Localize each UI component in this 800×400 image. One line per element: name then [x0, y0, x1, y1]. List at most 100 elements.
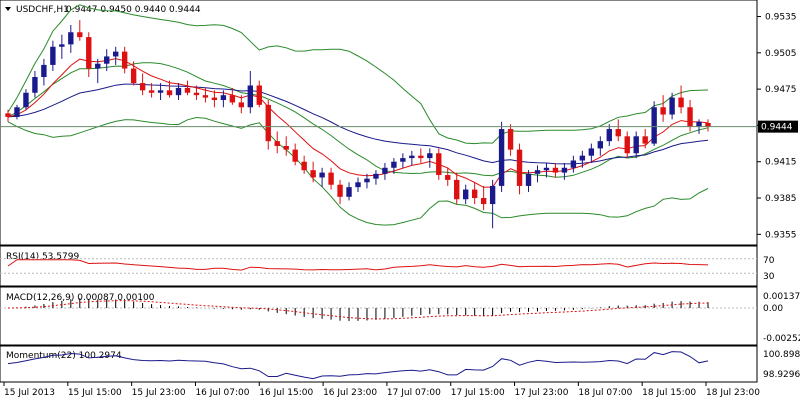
time-tick-label: 17 Jul 23:00: [515, 388, 569, 398]
bollinger-bands: [7, 4, 709, 226]
candle-body: [238, 102, 245, 108]
candle-body: [292, 149, 298, 162]
candle-body: [489, 185, 496, 205]
candle-body: [193, 92, 200, 96]
candle-body: [256, 85, 262, 105]
rsi-line: [7, 259, 709, 271]
momentum-line: [7, 351, 709, 380]
candle-body: [148, 90, 155, 93]
momentum-tick-low: 98.9296: [763, 370, 800, 380]
candle-body: [436, 153, 442, 176]
time-tick-label: 17 Jul 15:00: [451, 388, 505, 398]
candle-body: [615, 129, 621, 137]
candle-body: [454, 179, 460, 200]
triangle-down-icon[interactable]: [5, 7, 11, 11]
price-tick-label: 0.9415: [765, 158, 797, 168]
candle-body: [130, 68, 137, 84]
candle-body: [265, 104, 271, 142]
candle-body: [382, 167, 388, 174]
panel-frames: [0, 0, 758, 383]
price-tick-label: 0.9475: [765, 85, 797, 95]
candle-body: [86, 37, 92, 69]
candle-body: [157, 90, 164, 93]
candle-body: [463, 189, 469, 200]
candle-body: [104, 56, 110, 64]
candle-body: [445, 175, 451, 180]
rsi-indicator: [0, 258, 757, 274]
ohlc-label: 0.9447 0.9450 0.9440 0.9444: [66, 5, 201, 15]
time-tick-label: 15 Jul 2013: [4, 388, 55, 398]
candle-body: [418, 155, 424, 159]
time-axis: 15 Jul 2013 15 Jul 15:00 15 Jul 23:00 16 Ju…: [3, 382, 760, 398]
candle-body: [534, 170, 541, 174]
candle-body: [337, 184, 343, 197]
candle-body: [355, 182, 361, 188]
time-tick-label: 18 Jul 23:00: [706, 388, 760, 398]
candle-body: [669, 97, 675, 115]
candle-body: [283, 145, 289, 150]
candle-body: [202, 95, 209, 98]
bollinger-upper-line: [7, 4, 709, 145]
candle-body: [328, 172, 334, 185]
candle-body: [211, 97, 218, 101]
candle-body: [220, 95, 227, 101]
candle-body: [175, 87, 182, 96]
time-tick-label: 18 Jul 15:00: [642, 388, 696, 398]
candle-body: [5, 113, 11, 117]
price-tick-label: 0.9355: [765, 230, 797, 240]
macd-signal-line: [7, 300, 709, 320]
macd-tick-high: 0.00137: [763, 292, 800, 302]
candle-body: [400, 158, 406, 162]
candle-body: [319, 172, 325, 178]
candle-body: [516, 149, 523, 186]
candle-body: [373, 173, 379, 179]
candle-body: [507, 129, 514, 150]
time-tick-label: 16 Jul 07:00: [195, 388, 249, 398]
candle-body: [525, 173, 532, 186]
current-price-label: 0.9444: [761, 123, 793, 133]
rsi-label: RSI(14) 53.5799: [6, 252, 79, 262]
time-tick-label: 16 Jul 15:00: [259, 388, 313, 398]
candle-body: [274, 141, 280, 146]
candle-body: [41, 64, 47, 78]
candle-body: [687, 107, 693, 127]
symbol-label: USDCHF,H1: [16, 5, 69, 15]
macd-label: MACD(12,26,9) 0.00087 0.00100: [6, 293, 155, 303]
price-tick-label: 0.9535: [765, 13, 797, 23]
candle-body: [23, 92, 29, 108]
candle-body: [301, 161, 307, 171]
candle-body: [570, 160, 577, 168]
candle-body: [498, 129, 505, 186]
candle-body: [606, 129, 612, 142]
candle-body: [543, 167, 550, 171]
candle-body: [660, 107, 666, 115]
current-price-line: 0.9444: [0, 120, 798, 133]
candle-body: [696, 121, 702, 127]
candle-body: [139, 83, 146, 91]
candle-body: [59, 44, 65, 47]
candle-body: [229, 95, 236, 103]
time-tick-label: 15 Jul 23:00: [132, 388, 186, 398]
candle-body: [471, 189, 478, 199]
candle-body: [68, 32, 74, 45]
macd-tick-zero: 0.00: [763, 304, 783, 314]
candle-body: [705, 123, 711, 127]
candle-body: [247, 85, 253, 108]
candle-body: [561, 167, 568, 173]
rsi-level-70: 70: [763, 256, 775, 266]
candlestick-series: [5, 20, 711, 229]
candle-body: [95, 63, 101, 69]
candle-body: [597, 141, 603, 149]
candle-body: [642, 136, 648, 144]
time-tick-label: 17 Jul 07:00: [387, 388, 441, 398]
candle-body: [678, 97, 684, 108]
candle-body: [50, 46, 56, 65]
candle-body: [77, 32, 83, 38]
momentum-tick-high: 100.8988: [763, 350, 800, 360]
candle-body: [14, 107, 20, 117]
candle-body: [409, 155, 415, 159]
candle-body: [480, 198, 487, 205]
candle-body: [113, 51, 119, 57]
candle-body: [184, 87, 191, 93]
